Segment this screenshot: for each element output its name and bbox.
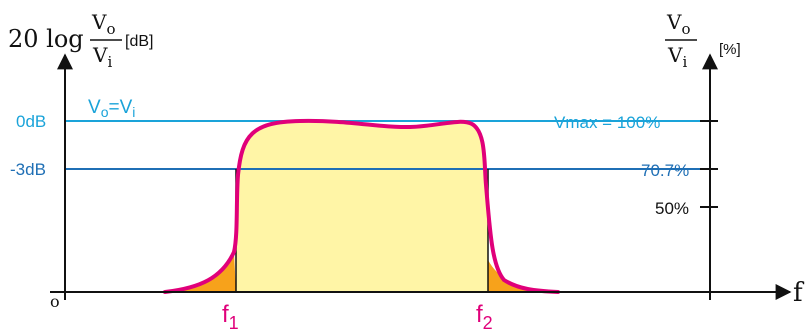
vmax-label: Vmax = 100% [554, 113, 660, 132]
right-axis-numerator: Vo [666, 10, 690, 38]
origin-label: o [50, 292, 60, 311]
left-axis-denominator: Vi [92, 43, 112, 71]
vo-equals-vi-label: Vo=Vi [88, 97, 135, 120]
right-axis-unit: [%] [719, 41, 741, 58]
passband-fill [236, 120, 488, 292]
left-axis-title-prefix: 20 log [8, 25, 84, 53]
right-axis-denominator: Vi [667, 43, 687, 71]
left-axis-unit: [dB] [125, 33, 153, 50]
minus3-db-label: -3dB [10, 160, 46, 179]
zero-db-label: 0dB [16, 112, 46, 131]
p50-label: 50% [655, 199, 689, 218]
f2-label: f2 [476, 301, 493, 332]
p707-label: 70.7% [641, 161, 689, 180]
f1-label: f1 [222, 301, 239, 332]
left-axis-numerator: Vo [91, 10, 115, 38]
upper-skirt-fill [488, 260, 558, 292]
response-curve [163, 118, 560, 294]
x-axis-label: f [793, 278, 805, 308]
lower-skirt-fill [165, 252, 236, 292]
